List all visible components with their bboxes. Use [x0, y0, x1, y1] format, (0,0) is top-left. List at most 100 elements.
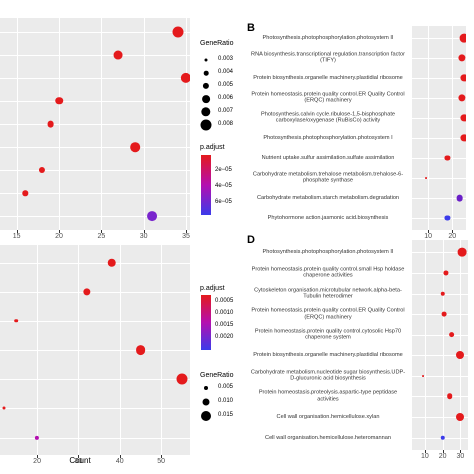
- legend-c-color-label: 0.0020: [215, 334, 234, 340]
- data-point: [22, 190, 28, 196]
- grid-line: [412, 58, 466, 59]
- data-point: [2, 406, 6, 410]
- legend-size-key: [201, 107, 211, 117]
- grid-line: [0, 350, 190, 351]
- panel-label-d: D: [247, 234, 255, 246]
- grid-line: [412, 78, 466, 79]
- x-tick-mark: [143, 230, 145, 233]
- y-tick-label: Photosynthesis.photophosphorylation.phot…: [263, 134, 393, 141]
- y-tick-label: Photosynthesis.photophosphorylation.phot…: [262, 249, 394, 256]
- x-tick-mark: [37, 455, 39, 458]
- legend-size-key: [201, 411, 211, 421]
- grid-line: [412, 417, 468, 419]
- y-tick-label: Cell wall organisation.hemicellulose.het…: [265, 434, 391, 441]
- x-tick-label: 15: [12, 233, 21, 240]
- data-point: [444, 215, 451, 221]
- x-tick-label: 20: [448, 233, 457, 240]
- legend-size-label: 0.005: [218, 82, 234, 88]
- grid-line: [0, 320, 190, 322]
- grid-line: [0, 262, 190, 264]
- legend-size-key: [202, 95, 210, 103]
- legend-size-key: [202, 82, 210, 90]
- grid-line: [412, 272, 468, 274]
- y-tick-label: Carbohydrate metabolism.trehalose metabo…: [252, 171, 404, 184]
- grid-line: [0, 408, 190, 410]
- legend-c-colorbar: [201, 295, 211, 350]
- panel-b-plot: [412, 26, 466, 230]
- x-tick-mark: [442, 450, 444, 453]
- data-point: [460, 33, 466, 43]
- panel-d-plot: [412, 240, 468, 450]
- grid-line: [412, 252, 468, 254]
- x-tick-mark: [452, 230, 454, 233]
- x-tick-label: 50: [157, 458, 166, 465]
- data-point: [460, 74, 466, 82]
- data-point: [55, 97, 63, 105]
- x-tick-label: 20: [55, 233, 63, 240]
- y-tick-label: RNA biosynthesis.transcriptional regulat…: [251, 51, 405, 64]
- data-point: [456, 351, 465, 360]
- grid-line: [0, 193, 190, 195]
- x-tick-label: 20: [33, 458, 41, 465]
- legend-size-label: 0.007: [218, 108, 234, 114]
- data-point: [443, 270, 449, 276]
- x-tick-label: 20: [438, 453, 447, 460]
- y-tick-label: Carbohydrate metabolism.starch metabolis…: [256, 194, 400, 201]
- panel-c-x-title: Count: [69, 456, 91, 465]
- grid-line: [412, 138, 466, 139]
- legend-size-label: 0.010: [218, 398, 234, 404]
- data-point: [422, 374, 425, 377]
- grid-line: [0, 77, 190, 79]
- y-tick-label: Protein homeostasis.protein quality cont…: [251, 91, 405, 104]
- data-point: [83, 288, 91, 296]
- grid-line: [424, 240, 426, 450]
- legend-c-size-title: GeneRatio: [200, 372, 234, 379]
- data-point: [458, 94, 466, 102]
- legend-size-label: 0.015: [218, 412, 234, 418]
- y-tick-label: Protein homeostasis.protein quality cont…: [254, 328, 402, 341]
- data-point: [130, 142, 140, 152]
- data-point: [456, 413, 465, 422]
- grid-line: [412, 198, 466, 199]
- y-tick-label: Photosynthesis.calvin cycle.ribulose-1,5…: [260, 111, 395, 124]
- data-point: [448, 331, 455, 338]
- legend-a-color-label: 6e−05: [215, 199, 232, 205]
- data-point: [440, 435, 445, 440]
- grid-line: [412, 178, 466, 179]
- data-point: [113, 50, 123, 60]
- x-tick-mark: [101, 230, 103, 233]
- data-point: [456, 194, 463, 202]
- y-tick-label: Protein homeostasis.proteolysis.aspartic…: [258, 390, 398, 403]
- x-tick-mark: [161, 455, 163, 458]
- grid-line: [0, 170, 190, 172]
- data-point: [458, 54, 466, 62]
- data-point: [446, 393, 453, 400]
- data-point: [39, 167, 46, 174]
- legend-size-label: 0.006: [218, 95, 234, 101]
- grid-line: [412, 375, 468, 377]
- legend-c-color-label: 0.0010: [215, 310, 234, 316]
- grid-line: [412, 314, 468, 316]
- x-tick-label: 25: [97, 233, 106, 240]
- legend-size-key: [204, 386, 208, 390]
- panel-a-plot: [0, 18, 190, 230]
- data-point: [14, 319, 19, 323]
- legend-c-color-label: 0.0015: [215, 322, 234, 328]
- grid-line: [428, 26, 430, 230]
- legend-a-colorbar: [201, 155, 211, 215]
- data-point: [147, 211, 158, 222]
- data-point: [180, 72, 190, 84]
- grid-line: [0, 100, 190, 102]
- data-point: [172, 26, 184, 38]
- y-tick-label: Protein biosynthesis.organelle machinery…: [253, 352, 403, 359]
- grid-line: [460, 240, 462, 450]
- grid-line: [0, 437, 190, 439]
- grid-line: [412, 437, 468, 439]
- grid-line: [0, 291, 190, 293]
- data-point: [47, 120, 54, 128]
- x-tick-label: 10: [424, 233, 432, 240]
- legend-a-color-label: 2e−05: [215, 167, 232, 173]
- y-tick-label: Cytoskeleton organisation.microtubular n…: [254, 287, 402, 300]
- grid-line: [412, 118, 466, 119]
- grid-line: [0, 147, 190, 149]
